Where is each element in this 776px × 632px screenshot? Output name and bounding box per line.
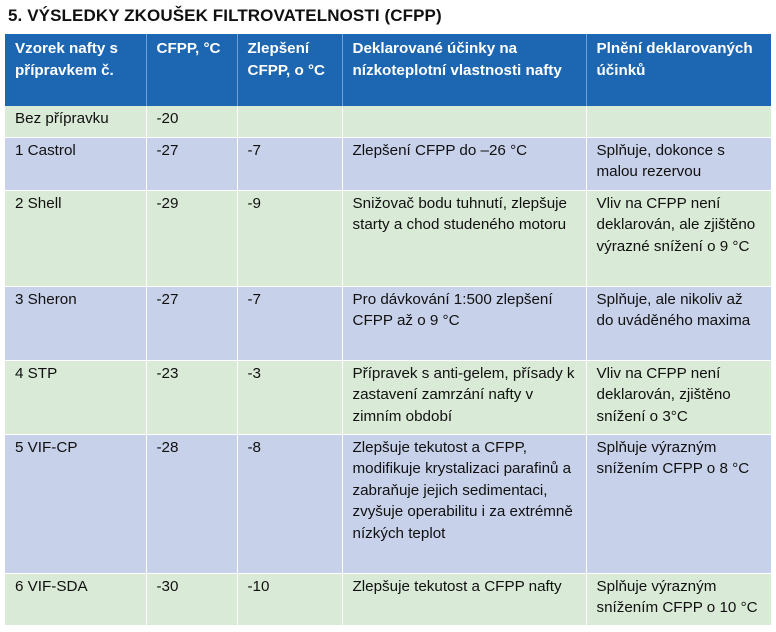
cell-fulfilment: Splňuje, ale nikoliv až do uváděného max…	[586, 286, 771, 361]
table-header-row: Vzorek nafty s přípravkem č. CFPP, °C Zl…	[5, 34, 771, 106]
table-row: 6 VIF-SDA -30 -10 Zlepšuje tekutost a CF…	[5, 573, 771, 626]
cell-fulfilment: Vliv na CFPP není deklarován, ale zjiště…	[586, 190, 771, 287]
table-row: 1 Castrol -27 -7 Zlepšení CFPP do –26 °C…	[5, 137, 771, 191]
cell-cfpp: -28	[146, 434, 238, 574]
table-row: 5 VIF-CP -28 -8 Zlepšuje tekutost a CFPP…	[5, 434, 771, 574]
cell-declared: Pro dávkování 1:500 zlepšení CFPP až o 9…	[342, 286, 587, 361]
cell-declared: Snižovač bodu tuhnutí, zlepšuje starty a…	[342, 190, 587, 287]
cell-sample: 5 VIF-CP	[5, 434, 147, 574]
table-row: Bez přípravku -20	[5, 106, 771, 138]
column-header-fulfilment: Plnění deklarovaných účinků	[586, 34, 771, 106]
table-row: 3 Sheron -27 -7 Pro dávkování 1:500 zlep…	[5, 286, 771, 361]
cell-improvement: -9	[237, 190, 343, 287]
cell-sample: 3 Sheron	[5, 286, 147, 361]
cell-declared: Zlepšuje tekutost a CFPP nafty	[342, 573, 587, 626]
cell-improvement: -10	[237, 573, 343, 626]
cell-fulfilment: Splňuje výrazným snížením CFPP o 10 °C	[586, 573, 771, 626]
cell-cfpp: -23	[146, 360, 238, 435]
cell-cfpp: -27	[146, 286, 238, 361]
table-row: 2 Shell -29 -9 Snižovač bodu tuhnutí, zl…	[5, 190, 771, 287]
cell-sample: Bez přípravku	[5, 106, 147, 138]
cell-fulfilment: Splňuje, dokonce s malou rezervou	[586, 137, 771, 191]
cfpp-results-table: Vzorek nafty s přípravkem č. CFPP, °C Zl…	[5, 34, 771, 626]
column-header-improvement: Zlepšení CFPP, o °C	[237, 34, 343, 106]
cell-declared: Přípravek s anti-gelem, přísady k zastav…	[342, 360, 587, 435]
table-row: 4 STP -23 -3 Přípravek s anti-gelem, pří…	[5, 360, 771, 435]
cell-improvement: -8	[237, 434, 343, 574]
cell-declared: Zlepšení CFPP do –26 °C	[342, 137, 587, 191]
cell-fulfilment: Splňuje výrazným snížením CFPP o 8 °C	[586, 434, 771, 574]
cell-declared	[342, 106, 587, 138]
cell-fulfilment: Vliv na CFPP není deklarován, zjištěno s…	[586, 360, 771, 435]
cell-cfpp: -27	[146, 137, 238, 191]
cell-sample: 4 STP	[5, 360, 147, 435]
column-header-cfpp: CFPP, °C	[146, 34, 238, 106]
cell-improvement: -3	[237, 360, 343, 435]
cell-cfpp: -20	[146, 106, 238, 138]
column-header-sample: Vzorek nafty s přípravkem č.	[5, 34, 147, 106]
cell-improvement	[237, 106, 343, 138]
cell-cfpp: -30	[146, 573, 238, 626]
page-title: 5. VÝSLEDKY ZKOUŠEK FILTROVATELNOSTI (CF…	[8, 6, 442, 25]
cell-declared: Zlepšuje tekutost a CFPP, modifikuje kry…	[342, 434, 587, 574]
cell-sample: 2 Shell	[5, 190, 147, 287]
cell-improvement: -7	[237, 137, 343, 191]
cell-cfpp: -29	[146, 190, 238, 287]
column-header-declared-effects: Deklarované účinky na nízkoteplotní vlas…	[342, 34, 587, 106]
cell-fulfilment	[586, 106, 771, 138]
cell-improvement: -7	[237, 286, 343, 361]
cell-sample: 6 VIF-SDA	[5, 573, 147, 626]
cell-sample: 1 Castrol	[5, 137, 147, 191]
